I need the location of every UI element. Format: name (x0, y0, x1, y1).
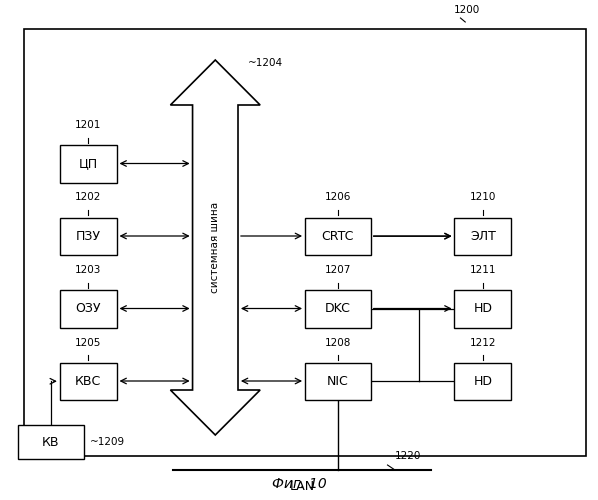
Text: 1207: 1207 (325, 265, 351, 275)
Bar (60, 290, 117, 328)
Text: КВ: КВ (42, 436, 60, 448)
Bar (60, 362, 117, 400)
Text: NIC: NIC (327, 375, 349, 388)
Text: ~1204: ~1204 (248, 58, 283, 68)
Text: 1201: 1201 (75, 120, 102, 130)
Text: Фиг. 10: Фиг. 10 (271, 477, 327, 491)
Text: 1200: 1200 (453, 5, 480, 15)
Bar (60, 218, 117, 255)
Text: ~1209: ~1209 (90, 437, 125, 447)
Text: КВС: КВС (75, 375, 101, 388)
Text: ПЗУ: ПЗУ (76, 230, 100, 243)
Text: ЦП: ЦП (79, 157, 97, 170)
Text: 1203: 1203 (75, 265, 102, 275)
Text: системная шина: системная шина (210, 202, 220, 293)
Text: 1205: 1205 (75, 338, 102, 347)
Bar (454, 362, 511, 400)
Text: 1212: 1212 (469, 338, 496, 347)
Text: 1210: 1210 (469, 192, 496, 202)
Bar (454, 290, 511, 328)
Text: DKC: DKC (325, 302, 351, 316)
Bar (18, 425, 84, 459)
Bar (305, 362, 371, 400)
Bar (454, 218, 511, 255)
Bar (60, 145, 117, 182)
Text: 1202: 1202 (75, 192, 102, 202)
Text: 1220: 1220 (395, 451, 421, 461)
Text: 1208: 1208 (325, 338, 351, 347)
Text: CRTC: CRTC (322, 230, 354, 243)
Bar (305, 218, 371, 255)
Bar (24, 28, 586, 456)
Text: 1211: 1211 (469, 265, 496, 275)
Bar (305, 290, 371, 328)
Text: ЭЛТ: ЭЛТ (470, 230, 496, 243)
Polygon shape (170, 60, 260, 435)
Text: ОЗУ: ОЗУ (75, 302, 101, 316)
Text: 1206: 1206 (325, 192, 351, 202)
Text: HD: HD (474, 302, 492, 316)
Text: HD: HD (474, 375, 492, 388)
Text: LAN: LAN (289, 480, 315, 493)
